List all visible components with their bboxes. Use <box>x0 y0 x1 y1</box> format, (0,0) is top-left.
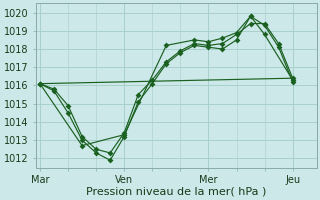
X-axis label: Pression niveau de la mer( hPa ): Pression niveau de la mer( hPa ) <box>86 187 266 197</box>
